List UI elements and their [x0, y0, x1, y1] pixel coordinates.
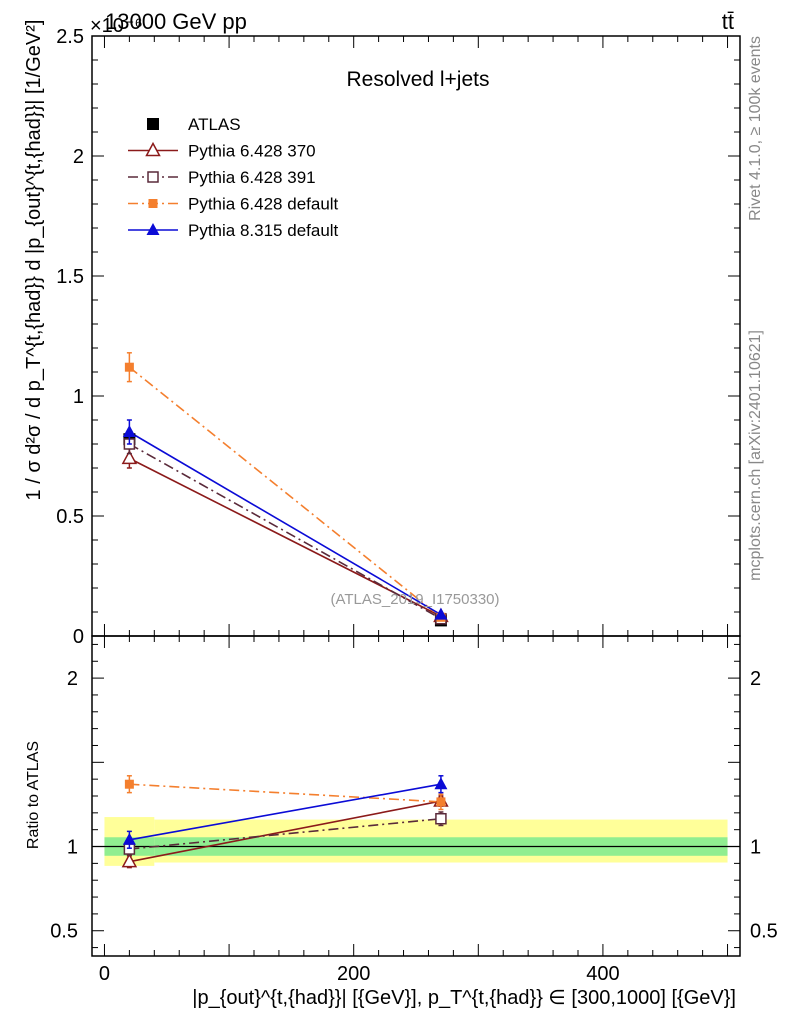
ratio-point-pythia-6-428-370 — [121, 853, 138, 868]
rivet-label: Rivet 4.1.0, ≥ 100k events — [747, 36, 764, 221]
legend-label-atlas: ATLAS — [188, 115, 241, 134]
main-y-axis-label: 1 / σ d²σ / d p_T^{t,{had}} d |p_{out}^{… — [23, 20, 45, 501]
main-title: Resolved l+jets — [347, 68, 490, 91]
ratio-point-pythia-8-315-default — [122, 832, 136, 845]
legend-marker-pythia-6-428-370 — [145, 141, 161, 157]
main-y-tick-label: 1.5 — [56, 266, 84, 288]
ratio-y-tick-label-right: 2 — [750, 668, 761, 690]
legend-marker-pythia-6-428-391 — [147, 171, 159, 183]
mcplots-label: mcplots.cern.ch [arXiv:2401.10621] — [747, 330, 764, 581]
watermark-label: (ATLAS_2019_I1750330) — [330, 591, 499, 608]
ratio-y-tick-label-right: 0.5 — [750, 921, 778, 943]
energy-label: 13000 GeV pp — [105, 9, 247, 34]
ratio-y-tick-label: 1 — [67, 837, 78, 859]
legend-label-pythia-6-428-391: Pythia 6.428 391 — [188, 168, 316, 187]
legend-marker-atlas — [147, 118, 159, 130]
legend-marker-pythia-6-428-default — [148, 199, 158, 208]
main-point-pythia-8-315-default — [122, 425, 136, 437]
main-y-tick-label: 1 — [73, 386, 84, 408]
ratio-y-axis-label: Ratio to ATLAS — [25, 741, 42, 849]
ratio-panel-frame — [91, 635, 741, 957]
process-label: tt̄ — [722, 9, 734, 34]
ratio-point-pythia-6-428-default — [124, 779, 134, 789]
legend-label-pythia-6-428-370: Pythia 6.428 370 — [188, 142, 316, 161]
main-y-tick-label: 0 — [73, 626, 84, 648]
x-axis-label: |p_{out}^{t,{had}}| [{GeV}], p_T^{t,{had… — [192, 987, 736, 1009]
main-point-pythia-8-315-default — [434, 607, 448, 620]
main-line-pythia-6-428-370 — [129, 457, 442, 618]
main-point-pythia-6-428-default — [124, 362, 134, 372]
ratio-x-tick-label: 0 — [99, 963, 110, 985]
main-y-tick-label: 2 — [73, 146, 84, 168]
main-point-pythia-6-428-370 — [121, 449, 138, 465]
legend-marker-pythia-8-315-default — [146, 223, 160, 235]
main-line-pythia-8-315-default — [128, 431, 442, 616]
main-y-tick-label: 2.5 — [56, 26, 84, 48]
ratio-point-pythia-6-428-391 — [435, 812, 447, 825]
legend: ATLAS Pythia 6.428 370 Pythia 6.428 391 Pyt… — [128, 115, 339, 240]
ratio-line-pythia-6-428-default — [129, 783, 441, 803]
ratio-y-tick-label: 0.5 — [50, 921, 78, 943]
ratio-line-pythia-6-428-370 — [129, 800, 442, 863]
ratio-line-pythia-8-315-default — [129, 783, 442, 841]
ratio-point-pythia-8-315-default — [434, 777, 448, 790]
legend-label-pythia-8-315-default: Pythia 8.315 default — [188, 221, 339, 240]
ratio-line-pythia-6-428-391 — [129, 817, 442, 850]
ratio-y-tick-label: 2 — [67, 668, 78, 690]
ratio-x-tick-label: 400 — [586, 963, 619, 985]
main-line-pythia-6-428-default — [128, 366, 442, 618]
main-y-tick-label: 0.5 — [56, 506, 84, 528]
exponent-label: ×10⁻⁶ — [90, 15, 143, 37]
legend-label-pythia-6-428-default: Pythia 6.428 default — [188, 195, 339, 214]
ratio-x-tick-label: 200 — [337, 963, 370, 985]
ratio-y-tick-label-right: 1 — [750, 837, 761, 859]
ratio-point-pythia-6-428-default — [436, 797, 446, 807]
